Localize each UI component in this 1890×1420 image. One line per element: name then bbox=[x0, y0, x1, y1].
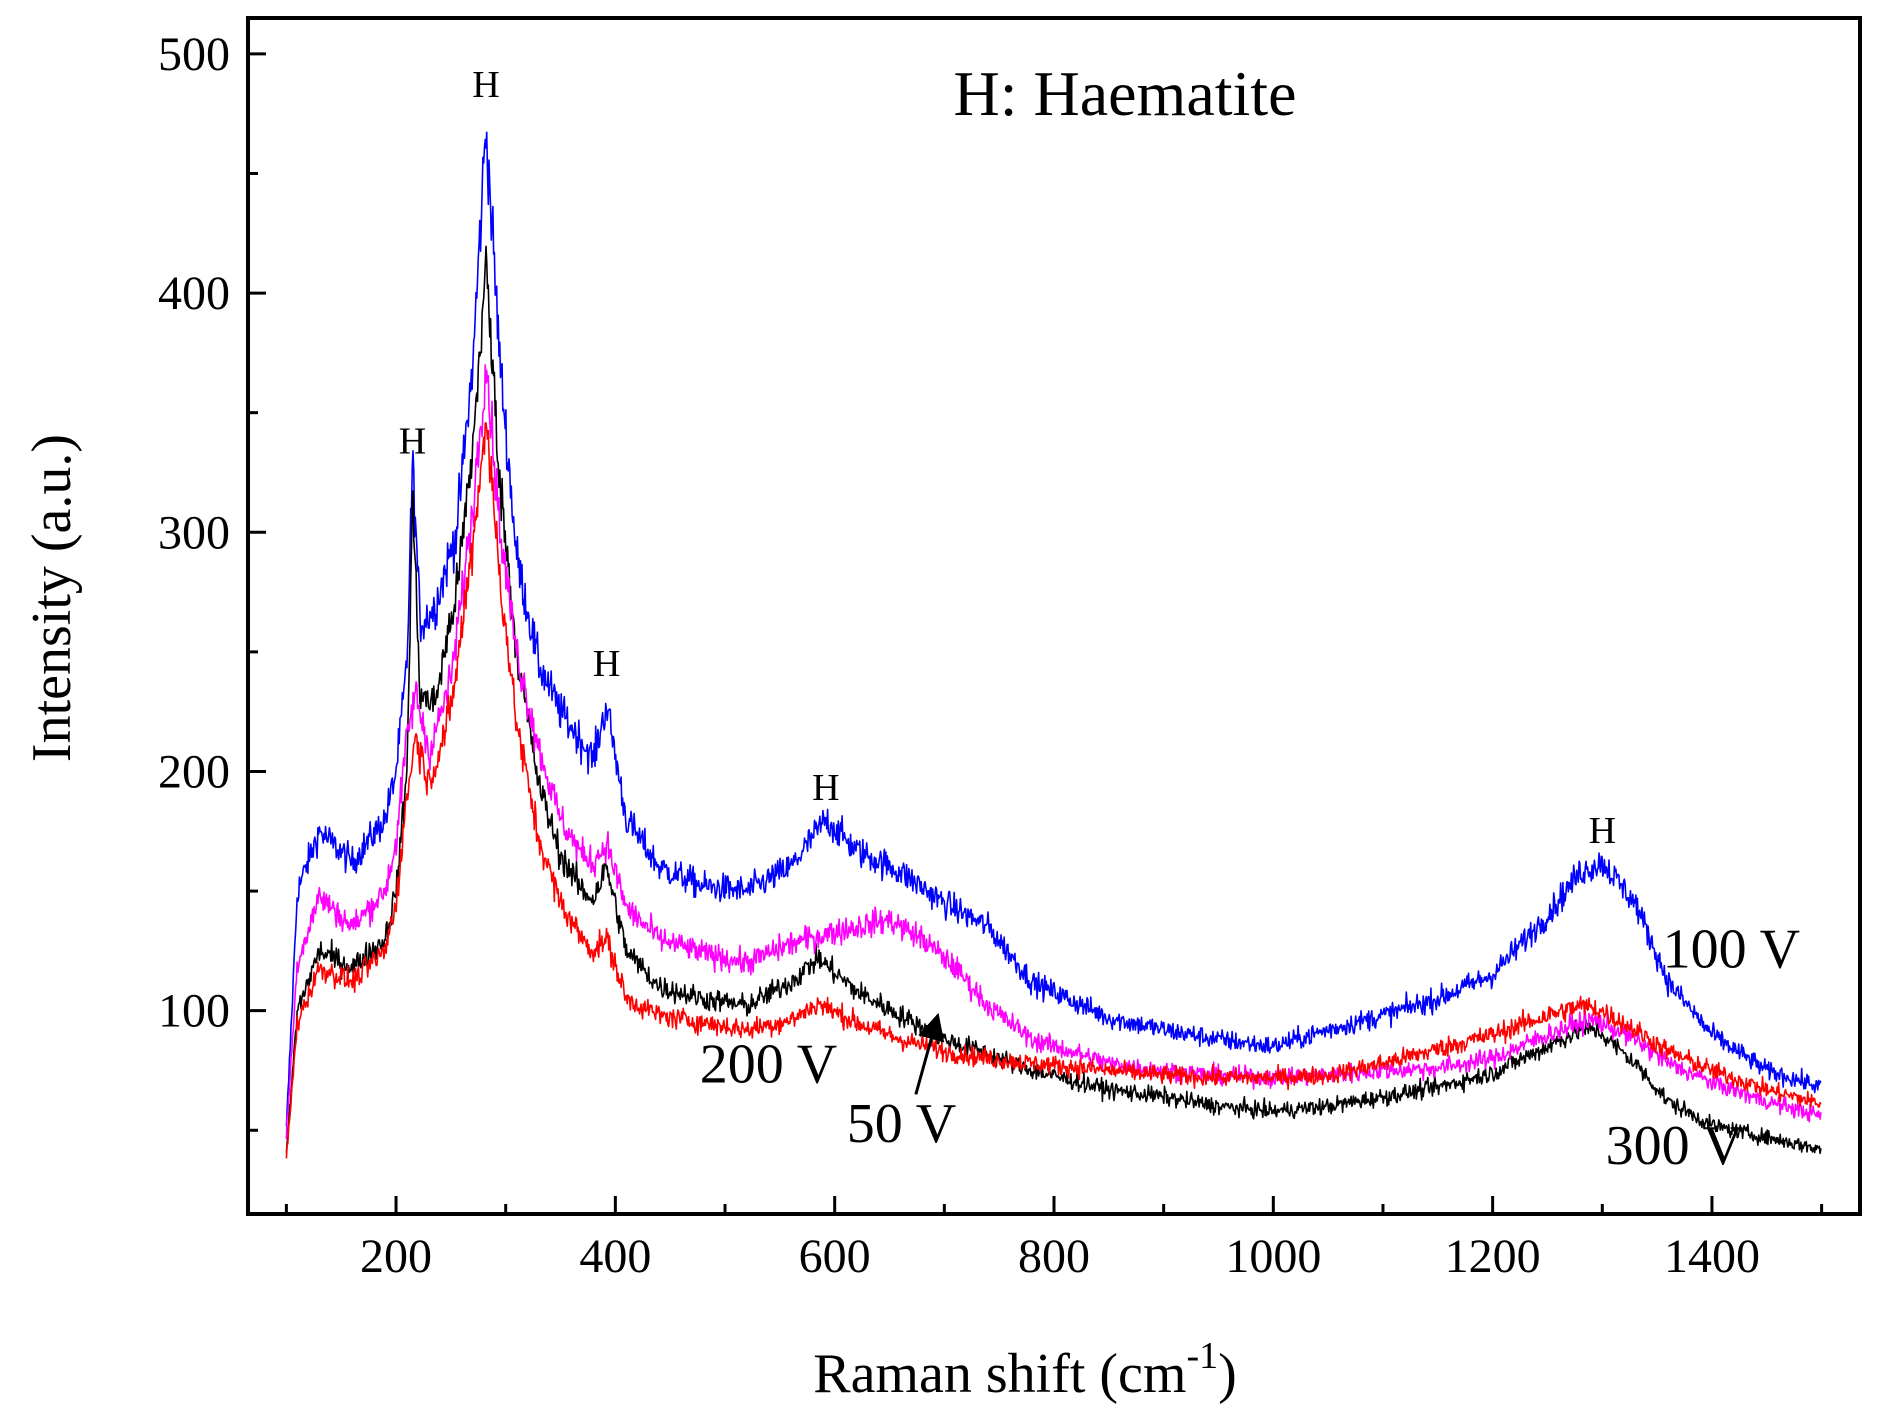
x-axis-title: Raman shift (cm-1) bbox=[813, 1335, 1237, 1405]
y-tick-label: 200 bbox=[158, 745, 230, 798]
y-axis-ticks: 100 200 300 400 500 bbox=[158, 28, 266, 1132]
x-axis-ticks: 200 400 600 800 1000 1200 1400 bbox=[284, 1196, 1824, 1283]
x-tick-label: 800 bbox=[1018, 1230, 1090, 1283]
series-line-200-v bbox=[285, 422, 1822, 1159]
peak-label: H bbox=[472, 64, 499, 106]
x-tick-label: 1400 bbox=[1664, 1230, 1760, 1283]
series-label-50-v: 50 V bbox=[847, 1093, 956, 1155]
x-tick-label: 400 bbox=[579, 1230, 651, 1283]
peak-annotations: H H H H H bbox=[399, 64, 1616, 852]
series-labels: 100 V 200 V50 V 300 V bbox=[700, 919, 1800, 1177]
y-tick-label: 500 bbox=[158, 28, 230, 81]
y-axis-title: Intensity (a.u.) bbox=[21, 434, 83, 762]
x-tick-label: 1000 bbox=[1225, 1230, 1321, 1283]
series-line-100-v bbox=[285, 131, 1822, 1127]
peak-label: H bbox=[812, 767, 839, 809]
series-layer bbox=[285, 131, 1822, 1159]
y-tick-label: 100 bbox=[158, 985, 230, 1038]
x-tick-label: 200 bbox=[360, 1230, 432, 1283]
peak-label: H bbox=[593, 643, 620, 685]
series-label-200-v: 200 V bbox=[700, 1033, 837, 1095]
annotation-arrow bbox=[914, 1012, 945, 1095]
peak-label: H bbox=[1589, 810, 1616, 852]
chart-title: H: Haematite bbox=[954, 58, 1297, 129]
x-tick-label: 1200 bbox=[1445, 1230, 1541, 1283]
y-tick-label: 300 bbox=[158, 506, 230, 559]
peak-label: H bbox=[399, 420, 426, 462]
series-line-50-v bbox=[285, 363, 1822, 1140]
series-label-300-v: 300 V bbox=[1606, 1115, 1743, 1177]
x-axis-title-exponent: -1 bbox=[1186, 1335, 1218, 1377]
x-tick-label: 600 bbox=[799, 1230, 871, 1283]
series-line-300-v bbox=[285, 245, 1822, 1155]
y-tick-label: 400 bbox=[158, 267, 230, 320]
series-label-100-v: 100 V bbox=[1663, 919, 1800, 981]
